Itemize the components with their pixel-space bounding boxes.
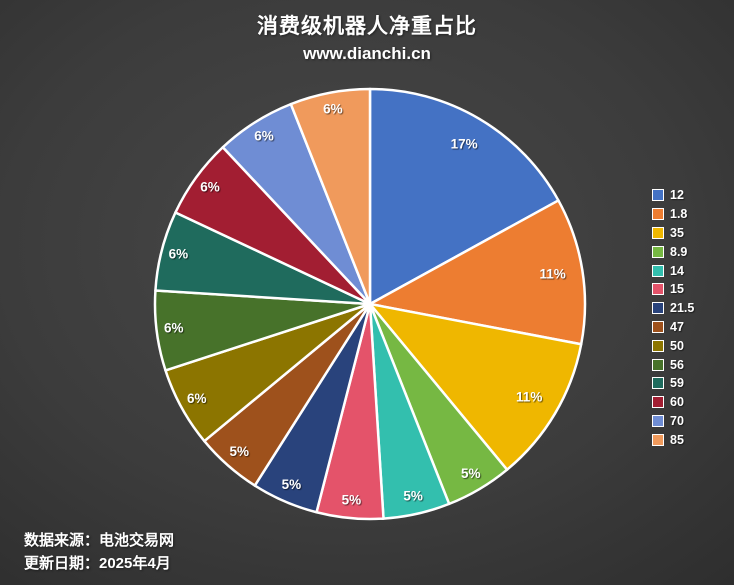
legend-item-12[interactable]: 12	[652, 186, 694, 205]
legend-item-15[interactable]: 15	[652, 280, 694, 299]
legend-label: 1.8	[670, 207, 688, 222]
legend-swatch	[652, 320, 664, 333]
legend-item-70[interactable]: 70	[652, 412, 694, 431]
legend-item-60[interactable]: 60	[652, 393, 694, 412]
legend-swatch	[652, 433, 664, 446]
legend: 12 1.8 35 8.9 14 15 21.5 47 50 56 59 60 70 85	[652, 186, 694, 449]
chart-footer: 数据来源：电池交易网 更新日期：2025年4月	[24, 529, 174, 575]
legend-item-1.8[interactable]: 1.8	[652, 205, 694, 224]
legend-label: 35	[670, 225, 684, 240]
chart-title: 消费级机器人净重占比	[257, 15, 477, 38]
legend-label: 85	[670, 432, 684, 447]
legend-swatch	[652, 414, 664, 427]
legend-swatch	[652, 339, 664, 352]
legend-item-59[interactable]: 59	[652, 374, 694, 393]
data-source-text: 数据来源：电池交易网	[24, 532, 175, 549]
pie-slice-12[interactable]	[368, 87, 560, 306]
legend-label: 14	[670, 263, 684, 278]
legend-label: 50	[670, 338, 684, 353]
legend-item-85[interactable]: 85	[652, 430, 694, 449]
legend-label: 12	[670, 188, 684, 203]
pie-slice-1.8[interactable]	[368, 199, 587, 346]
chart-subtitle: www.dianchi.cn	[303, 44, 431, 63]
pie-slice-35[interactable]	[368, 302, 583, 471]
legend-swatch	[652, 358, 664, 371]
legend-label: 21.5	[670, 301, 695, 316]
legend-item-50[interactable]: 50	[652, 336, 694, 355]
legend-label: 70	[670, 413, 684, 428]
legend-label: 8.9	[670, 244, 688, 259]
legend-swatch	[652, 226, 664, 239]
legend-item-35[interactable]: 35	[652, 224, 694, 243]
legend-label: 56	[670, 357, 684, 372]
legend-label: 59	[670, 376, 684, 391]
legend-label: 15	[670, 282, 684, 297]
legend-item-14[interactable]: 14	[652, 261, 694, 280]
legend-swatch	[652, 396, 664, 409]
legend-label: 60	[670, 395, 684, 410]
chart-header: 消费级机器人净重占比 www.dianchi.cn	[0, 10, 734, 64]
legend-item-8.9[interactable]: 8.9	[652, 242, 694, 261]
pie-slice-85[interactable]	[289, 87, 372, 306]
update-date-text: 更新日期：2025年4月	[24, 555, 171, 572]
legend-item-56[interactable]: 56	[652, 355, 694, 374]
legend-swatch	[652, 302, 664, 315]
legend-swatch	[652, 283, 664, 296]
legend-swatch	[652, 377, 664, 390]
legend-swatch	[652, 189, 664, 202]
legend-swatch	[652, 245, 664, 258]
legend-item-21.5[interactable]: 21.5	[652, 299, 694, 318]
legend-label: 47	[670, 319, 684, 334]
legend-swatch	[652, 264, 664, 277]
legend-swatch	[652, 208, 664, 221]
legend-item-47[interactable]: 47	[652, 318, 694, 337]
